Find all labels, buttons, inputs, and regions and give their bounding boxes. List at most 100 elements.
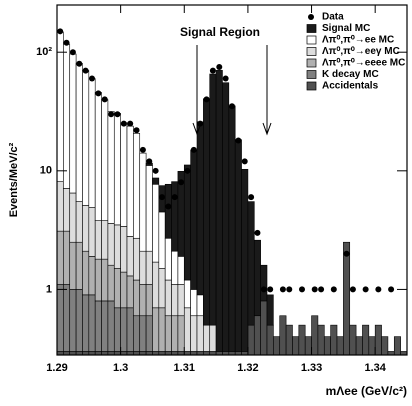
histogram-bar: [311, 315, 319, 355]
histogram-bar: [260, 264, 268, 302]
histogram-bar: [139, 315, 147, 352]
histogram-bar: [330, 324, 338, 355]
data-point: [311, 286, 318, 293]
histogram-bar: [234, 139, 242, 352]
histogram-bar: [133, 315, 141, 352]
histogram-bar: [88, 256, 96, 296]
data-point: [95, 90, 102, 97]
histogram-bar: [133, 237, 141, 281]
histogram-bar: [145, 165, 153, 252]
histogram-bar: [171, 250, 179, 285]
histogram-bar: [171, 181, 179, 252]
histogram-bar: [215, 70, 223, 352]
data-point: [120, 120, 127, 127]
histogram-bar: [57, 230, 64, 285]
histogram-bar: [164, 279, 172, 317]
histogram-bar: [82, 70, 90, 206]
histogram-bar: [247, 201, 255, 326]
histogram-bar: [177, 256, 185, 285]
histogram-bar: [101, 220, 109, 260]
histogram-bar: [101, 300, 109, 352]
data-point: [216, 64, 223, 71]
x-axis-label: mΛee (GeV/c²): [326, 384, 407, 398]
histogram-bar: [139, 152, 147, 252]
data-point: [267, 286, 274, 293]
data-point: [229, 103, 235, 110]
data-point: [178, 179, 185, 186]
histogram-bar: [374, 324, 382, 355]
data-point: [375, 286, 382, 293]
data-point: [279, 286, 286, 293]
legend-label: Λπ⁰,π⁰→eeee MC: [322, 58, 405, 69]
data-point: [108, 111, 115, 118]
histogram-bar: [94, 92, 102, 221]
histogram-bar: [82, 250, 90, 296]
histogram-bar: [196, 294, 204, 317]
y-tick-label: 1: [46, 283, 52, 295]
histogram-bar: [152, 307, 160, 352]
histogram-bar: [75, 63, 83, 202]
data-point: [318, 286, 325, 293]
histogram-bar: [88, 78, 96, 208]
data-point: [241, 158, 248, 165]
data-point: [235, 137, 242, 144]
histogram-bar: [183, 307, 191, 352]
histogram-bar: [298, 324, 306, 355]
histogram-bar: [253, 315, 261, 355]
histogram-bar: [317, 324, 325, 355]
histogram-bar: [145, 315, 153, 352]
histogram-bar: [145, 250, 153, 285]
histogram-bar: [82, 294, 90, 352]
legend-marker: [306, 70, 317, 79]
annotation: Signal Region: [180, 25, 260, 39]
legend-label: Λπ⁰,π⁰→ee MC: [322, 35, 394, 46]
data-point: [139, 146, 146, 153]
histogram-bar: [158, 307, 166, 352]
legend-marker: [306, 35, 317, 45]
data-point: [184, 167, 191, 174]
histogram-bar: [139, 284, 147, 317]
histogram-bar: [63, 230, 71, 285]
data-point: [343, 250, 350, 257]
histogram-bar: [69, 289, 77, 352]
x-tick-label: 1.32: [237, 362, 258, 374]
histogram-bar: [63, 284, 71, 352]
data-point: [152, 167, 159, 174]
histogram-bar: [228, 105, 236, 352]
histogram-bar: [139, 250, 147, 285]
histogram-bar: [107, 300, 115, 352]
data-point: [101, 96, 108, 103]
histogram-bar: [158, 211, 166, 269]
y-tick-label: 10²: [36, 46, 52, 58]
histogram-bar: [126, 236, 134, 277]
data-point: [159, 194, 165, 201]
data-point: [76, 60, 83, 67]
histogram-bar: [69, 241, 77, 290]
histogram-bar: [126, 125, 134, 237]
histogram-bar: [203, 98, 211, 326]
data-point: [222, 75, 229, 82]
histogram-bar: [63, 43, 71, 189]
data-point: [127, 120, 134, 127]
x-tick-label: 1.31: [174, 362, 195, 374]
histogram-bar: [75, 289, 83, 352]
histogram-bar: [113, 224, 121, 269]
data-point: [63, 39, 70, 46]
data-point: [133, 127, 140, 134]
data-point: [197, 120, 204, 127]
histogram-bar: [63, 188, 71, 232]
histogram-bar: [393, 336, 401, 355]
histogram-bar: [368, 336, 376, 355]
histogram-bar: [285, 324, 293, 355]
data-point: [89, 75, 95, 82]
histogram-bar: [273, 336, 281, 355]
data-point: [286, 286, 293, 293]
data-point: [57, 28, 64, 35]
signal-region-arrowhead: [192, 122, 202, 136]
histogram-bar: [69, 53, 77, 194]
histogram-bar: [196, 315, 204, 352]
data-point: [190, 146, 197, 153]
data-point: [260, 286, 267, 293]
data-point: [146, 158, 153, 165]
histogram-bar: [304, 336, 312, 355]
